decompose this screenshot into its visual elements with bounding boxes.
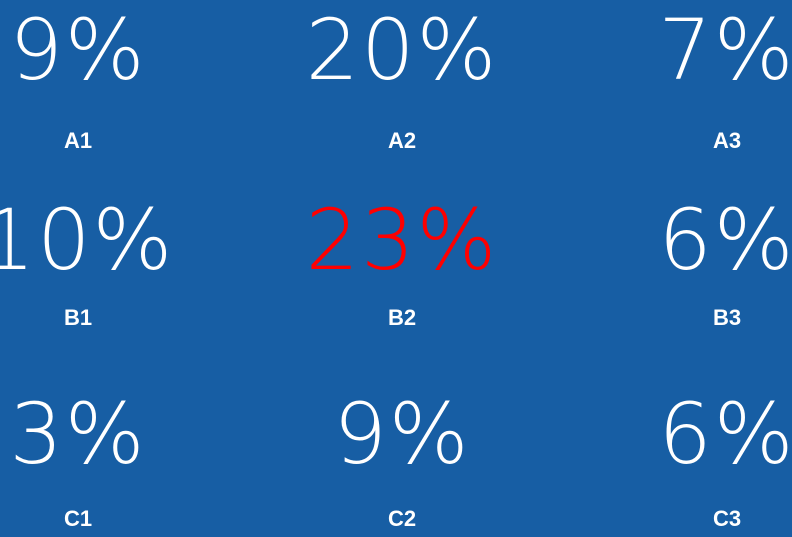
- cell-label: A3: [712, 128, 742, 153]
- cell-value: 23%: [305, 191, 499, 289]
- cell-value: 10%: [0, 191, 175, 289]
- cell-label: B3: [712, 305, 742, 330]
- cell-label: B1: [63, 305, 93, 330]
- cell-label: B2: [387, 305, 417, 330]
- cell-value: 6%: [658, 191, 792, 289]
- cell-value: 6%: [658, 385, 792, 483]
- cell-value: 9%: [333, 385, 471, 483]
- cell-label: C3: [712, 506, 742, 531]
- cell-label: C1: [63, 506, 93, 531]
- cell-label: A1: [63, 128, 93, 153]
- cell-value: 9%: [9, 1, 147, 99]
- cell-label: C2: [387, 506, 417, 531]
- cell-value: 7%: [658, 1, 792, 99]
- cell-label: A2: [387, 128, 417, 153]
- cell-value: 20%: [305, 1, 499, 99]
- cell-value: 3%: [9, 385, 147, 483]
